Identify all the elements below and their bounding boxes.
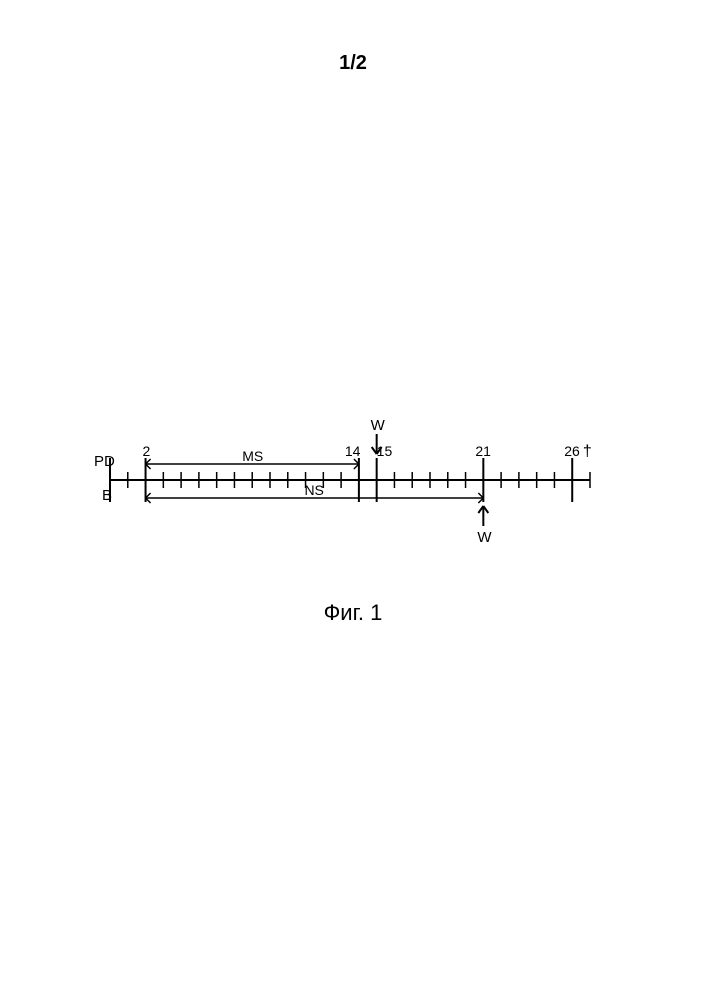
span-label-ns: NS bbox=[304, 482, 323, 498]
page-number: 1/2 bbox=[0, 52, 706, 75]
tick-label: 21 bbox=[475, 443, 491, 459]
tick-label: 26 bbox=[564, 443, 580, 459]
timeline-diagram: 214152126†PDBMSNSWW bbox=[90, 400, 610, 560]
tick-label: 2 bbox=[143, 443, 151, 459]
w-label: W bbox=[477, 529, 492, 546]
figure-caption: Фиг. 1 bbox=[0, 600, 706, 626]
end-dagger: † bbox=[583, 443, 592, 460]
span-label-ms: MS bbox=[242, 448, 263, 464]
label-b: B bbox=[102, 487, 112, 504]
tick-label: 14 bbox=[345, 443, 361, 459]
label-pd: PD bbox=[94, 453, 115, 470]
w-label: W bbox=[371, 417, 386, 434]
